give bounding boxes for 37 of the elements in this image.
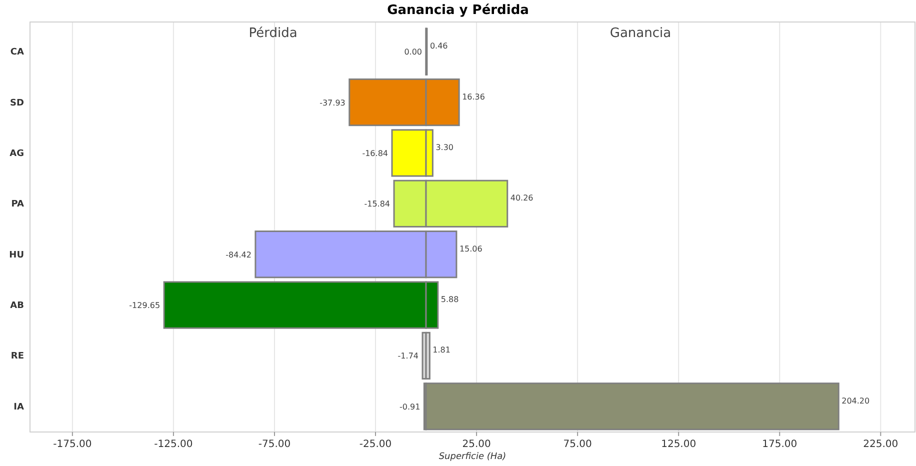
data-label: -37.93 bbox=[320, 98, 346, 108]
y-tick-label: AG bbox=[10, 148, 24, 159]
data-label: 3.30 bbox=[436, 142, 454, 152]
x-tick-label: 75.00 bbox=[563, 439, 592, 450]
x-tick-label: -125.00 bbox=[154, 439, 193, 450]
data-label: 16.36 bbox=[462, 92, 485, 102]
data-label: -84.42 bbox=[226, 250, 252, 260]
y-tick-label: HU bbox=[9, 250, 24, 260]
data-label: 204.20 bbox=[842, 396, 870, 406]
data-label: -1.74 bbox=[398, 352, 419, 361]
y-tick-label: SD bbox=[10, 98, 24, 108]
x-tick-label: -175.00 bbox=[53, 439, 92, 450]
data-label: 15.06 bbox=[459, 244, 482, 254]
annotation: Ganancia bbox=[610, 26, 672, 41]
x-tick-label: 225.00 bbox=[863, 439, 898, 450]
data-label: 1.81 bbox=[432, 346, 450, 355]
y-tick-label: CA bbox=[10, 48, 24, 58]
chart-title: Ganancia y Pérdida bbox=[387, 3, 529, 18]
y-tick-label: PA bbox=[11, 200, 24, 210]
data-label: -16.84 bbox=[362, 148, 388, 158]
y-tick-label: IA bbox=[14, 402, 24, 412]
annotation: Pérdida bbox=[248, 26, 298, 41]
data-label: 5.88 bbox=[440, 295, 459, 304]
data-label: 0.00 bbox=[404, 48, 422, 57]
y-tick-label: AB bbox=[10, 301, 24, 312]
data-label: -129.65 bbox=[129, 301, 160, 310]
x-tick-label: 125.00 bbox=[661, 439, 696, 450]
x-tick-label: 25.00 bbox=[462, 439, 491, 450]
x-tick-label: -25.00 bbox=[359, 439, 392, 450]
data-label: 40.26 bbox=[510, 194, 534, 203]
data-label: -15.84 bbox=[364, 200, 390, 209]
data-label: -0.91 bbox=[399, 402, 420, 412]
x-tick-label: -75.00 bbox=[258, 439, 291, 450]
x-tick-label: 175.00 bbox=[762, 439, 798, 450]
data-label: 0.46 bbox=[430, 42, 448, 51]
x-axis-title: Superficie (Ha) bbox=[438, 452, 506, 462]
y-tick-label: RE bbox=[10, 352, 24, 362]
